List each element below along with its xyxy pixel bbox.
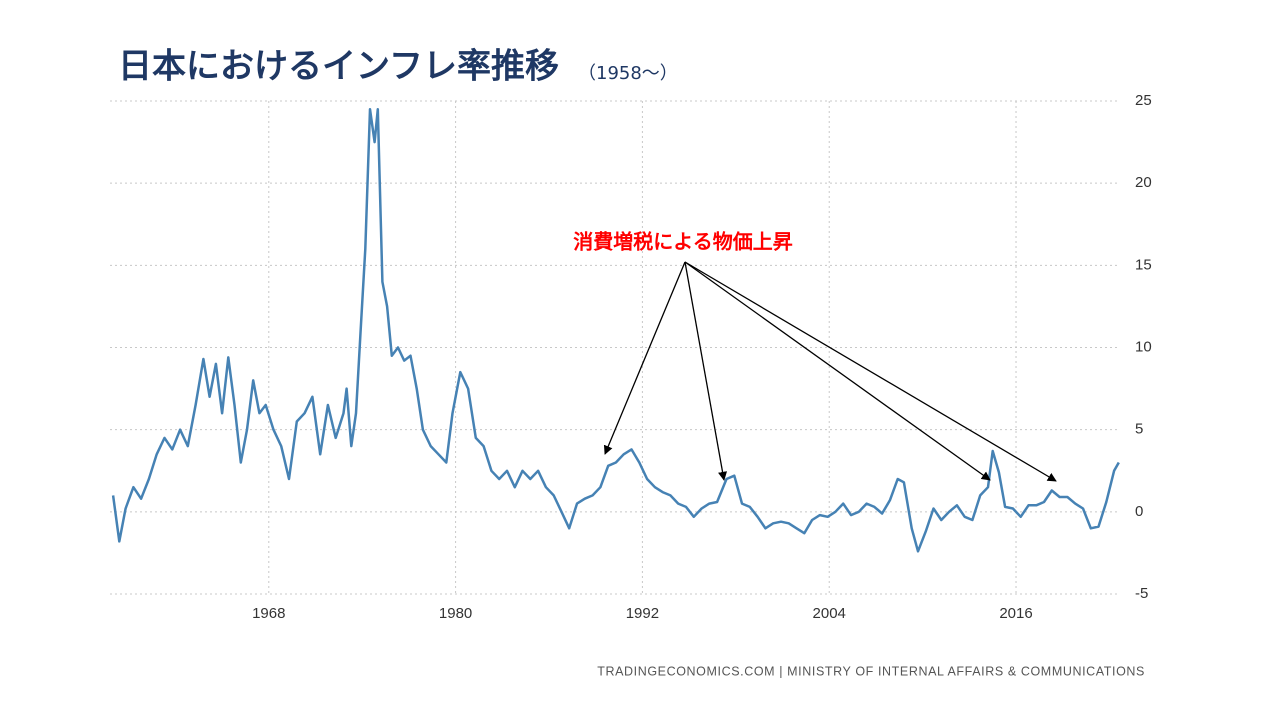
arrow bbox=[603, 261, 686, 455]
plot-area: -5 0 5 10 15 20 25 1968 1980 1992 2004 2016 bbox=[110, 92, 1152, 622]
x-tick-label: 2016 bbox=[999, 605, 1032, 622]
y-tick-label: -5 bbox=[1135, 585, 1148, 602]
x-tick-label: 2004 bbox=[813, 605, 846, 622]
annotation: 消費増税による物価上昇 bbox=[573, 230, 792, 254]
x-tick-label: 1968 bbox=[252, 605, 285, 622]
line-series bbox=[111, 107, 1120, 553]
y-tick-label: 25 bbox=[1135, 92, 1152, 109]
y-tick-label: 10 bbox=[1135, 338, 1152, 355]
y-tick-label: 15 bbox=[1135, 256, 1152, 273]
arrow bbox=[684, 261, 728, 481]
chart-subtitle: （1958～） bbox=[578, 63, 678, 84]
x-tick-label: 1992 bbox=[626, 605, 659, 622]
arrow bbox=[684, 261, 991, 481]
annotation-arrows bbox=[603, 261, 1057, 482]
y-tick-label: 20 bbox=[1135, 174, 1152, 191]
y-tick-label: 5 bbox=[1135, 421, 1143, 438]
arrow bbox=[684, 261, 1057, 482]
chart-title: 日本におけるインフレ率推移 bbox=[118, 47, 559, 87]
x-tick-label: 1980 bbox=[439, 605, 472, 622]
y-tick-label: 0 bbox=[1135, 503, 1143, 520]
source: TRADINGECONOMICS.COM | MINISTRY OF INTER… bbox=[597, 664, 1145, 678]
